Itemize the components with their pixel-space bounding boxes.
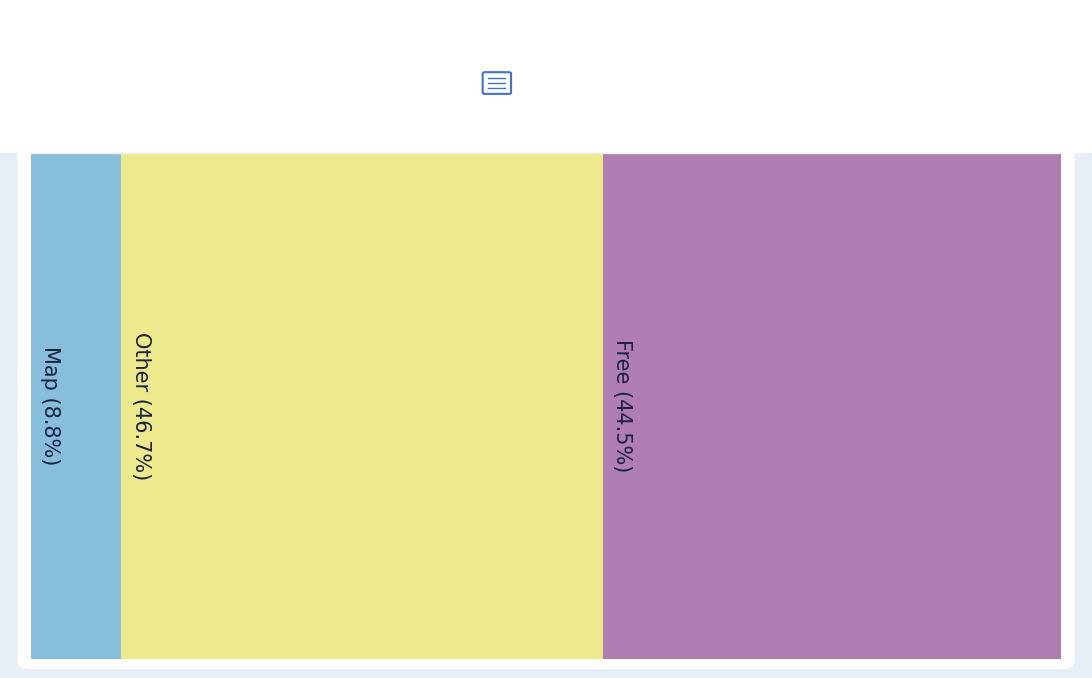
Bar (0, 0, 1092, 153)
FancyBboxPatch shape (17, 5, 1075, 669)
Text: Free (44.5%): Free (44.5%) (613, 339, 632, 473)
Text: Map (8.8%): Map (8.8%) (40, 346, 60, 466)
Text: Heap Memory Distribution: Heap Memory Distribution (74, 68, 475, 98)
FancyBboxPatch shape (483, 73, 511, 94)
Bar (603, 153, 1061, 659)
Text: Other (46.7%): Other (46.7%) (131, 332, 151, 480)
Bar (121, 153, 603, 659)
Bar (31, 153, 121, 659)
